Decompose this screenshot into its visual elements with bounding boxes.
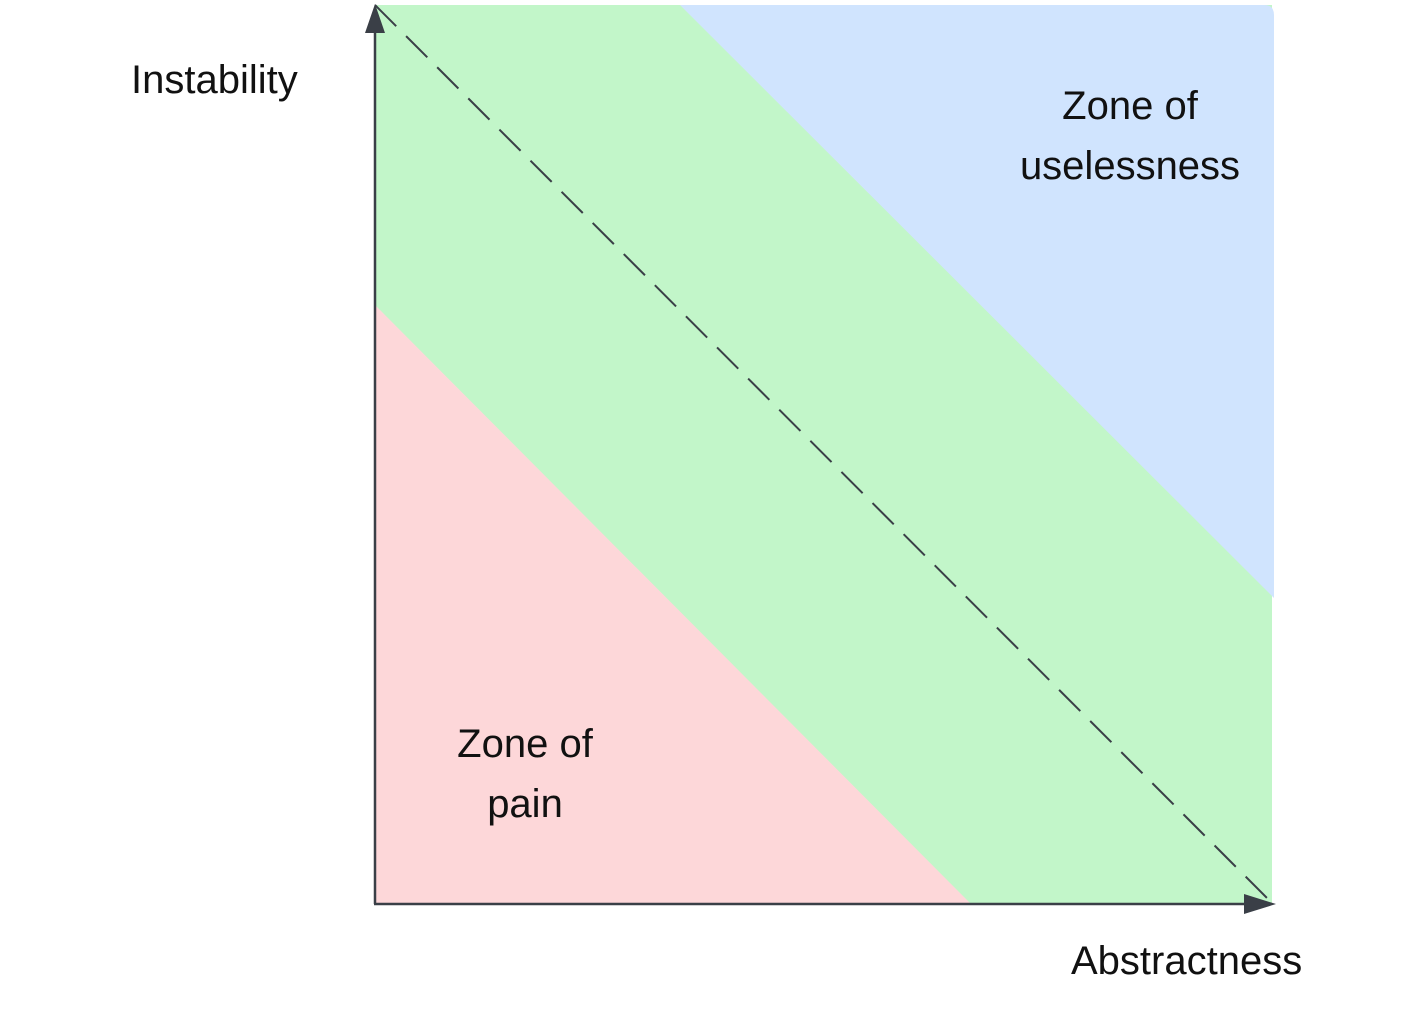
- x-axis-label: Abstractness: [1071, 939, 1303, 983]
- y-axis-label: Instability: [131, 58, 298, 102]
- main-sequence-line: [374, 4, 1273, 904]
- zone-of-pain-label: Zone of pain: [425, 714, 625, 834]
- x-axis-arrow-icon: [1244, 894, 1276, 914]
- zone-of-pain-line1: Zone of: [457, 722, 593, 766]
- y-axis-arrow-icon: [365, 4, 385, 33]
- zone-of-uselessness-line2: uselessness: [1019, 144, 1241, 188]
- zone-of-uselessness-line1: Zone of: [1062, 84, 1198, 128]
- zone-of-uselessness-label: Zone of uselessness: [1000, 76, 1260, 196]
- uselessness-zone: [680, 5, 1274, 598]
- zone-of-pain-line2: pain: [487, 782, 563, 826]
- pain-zone: [375, 305, 970, 903]
